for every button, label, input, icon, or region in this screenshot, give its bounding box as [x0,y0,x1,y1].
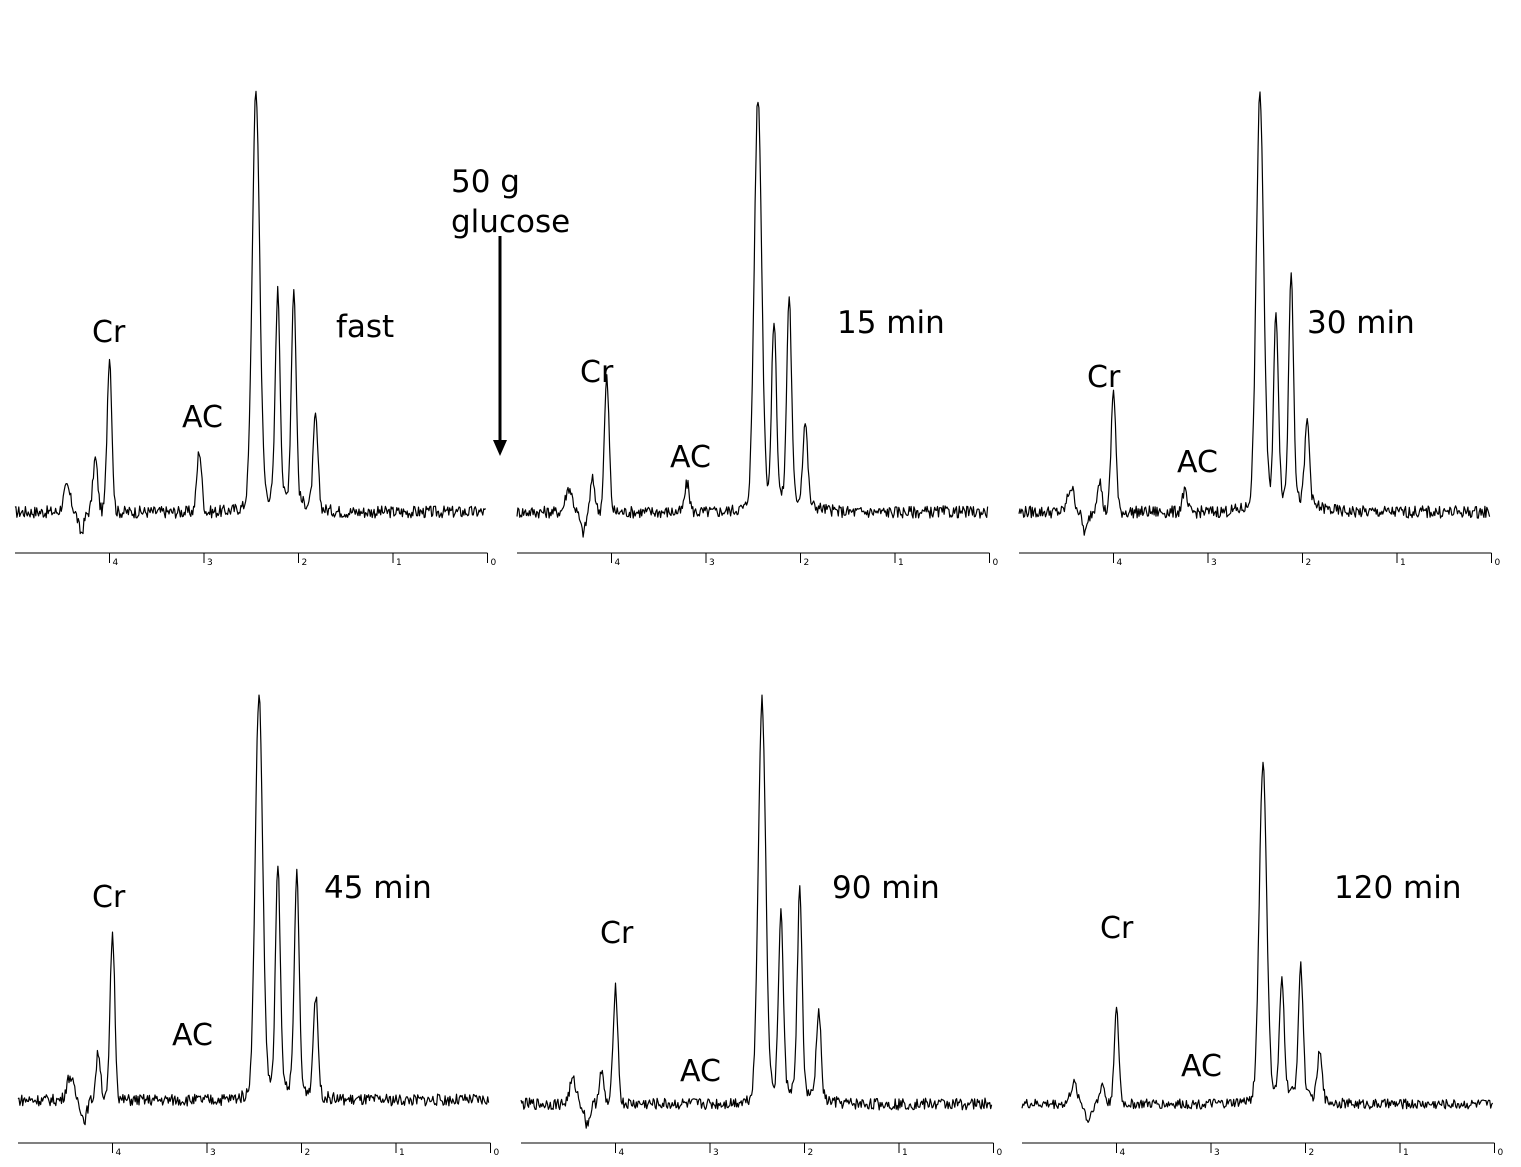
spectrum-trace-group [1021,761,1494,1123]
x-tick-label: 4 [615,558,621,568]
x-tick-label: 4 [619,1148,625,1158]
x-tick-label: 1 [1400,558,1406,568]
cr-label: Cr [1100,911,1134,946]
x-tick-label: 0 [1495,558,1501,568]
cr-label: Cr [1087,360,1121,395]
x-tick-label: 2 [804,558,810,568]
x-axis: 4 3 2 1 0 [517,552,999,568]
x-tick-label: 1 [902,1148,908,1158]
ac-label: AC [1181,1049,1222,1084]
x-tick-label: 4 [116,1148,122,1158]
cr-label: Cr [580,355,614,390]
time-label: 120 min [1334,870,1461,906]
x-tick-label: 3 [709,558,715,568]
x-tick-label: 0 [491,558,497,568]
time-label: 45 min [324,870,432,906]
ac-label: AC [670,440,711,475]
spectrum-line [520,694,993,1129]
x-tick-label: 4 [1117,558,1123,568]
x-tick-label: 3 [210,1148,216,1158]
x-tick-label: 0 [1498,1148,1504,1158]
x-tick-label: 2 [302,558,308,568]
spectrum-trace-group [516,101,989,538]
x-axis: 4 3 2 1 0 [18,1142,500,1158]
time-label: 15 min [837,305,945,341]
panel-120-min: 4 3 2 1 0 Cr AC 120 min [1021,761,1504,1158]
spectrum-trace-group [1018,91,1491,536]
x-tick-label: 2 [305,1148,311,1158]
time-label: 90 min [832,870,940,906]
x-tick-label: 3 [207,558,213,568]
x-tick-label: 4 [113,558,119,568]
ac-label: AC [182,400,223,435]
cr-label: Cr [92,880,126,915]
spectrum-line [516,101,989,538]
panel-30-min: 4 3 2 1 0 Cr AC 30 min [1018,91,1501,568]
time-label: fast [336,309,394,345]
spectrum-trace-group [520,694,993,1129]
x-axis: 4 3 2 1 0 [1019,552,1501,568]
panel-90-min: 4 3 2 1 0 Cr AC 90 min [520,694,1003,1158]
spectrum-line [1021,761,1494,1123]
panel-fast: 4 3 2 1 0 Cr AC fast [14,90,497,568]
x-tick-label: 2 [808,1148,814,1158]
x-tick-label: 3 [713,1148,719,1158]
x-axis: 4 3 2 1 0 [15,552,497,568]
panel-15-min: 4 3 2 1 0 Cr AC 15 min [516,101,999,568]
x-axis: 4 3 2 1 0 [1022,1142,1504,1158]
ac-label: AC [1177,445,1218,480]
x-tick-label: 1 [898,558,904,568]
x-tick-label: 2 [1309,1148,1315,1158]
panel-45-min: 4 3 2 1 0 Cr AC 45 min [17,694,500,1158]
x-tick-label: 4 [1120,1148,1126,1158]
ac-label: AC [172,1018,213,1053]
x-tick-label: 0 [494,1148,500,1158]
spectrum-line [1018,91,1491,536]
cr-label: Cr [92,315,126,350]
spectrum-trace-group [17,694,490,1126]
spectrum-line [17,694,490,1126]
spectrum-line [14,90,487,535]
x-tick-label: 3 [1211,558,1217,568]
annotation-line-2: glucose [451,204,570,240]
cr-label: Cr [600,916,634,951]
time-label: 30 min [1307,305,1415,341]
x-tick-label: 3 [1214,1148,1220,1158]
x-tick-label: 0 [997,1148,1003,1158]
down-arrow-icon [493,440,507,456]
spectrum-trace-group [14,90,487,535]
x-axis: 4 3 2 1 0 [521,1142,1003,1158]
x-tick-label: 0 [993,558,999,568]
ac-label: AC [680,1054,721,1089]
x-tick-label: 1 [1403,1148,1409,1158]
x-tick-label: 1 [396,558,402,568]
x-tick-label: 2 [1306,558,1312,568]
annotation-line-1: 50 g [451,164,520,200]
glucose-annotation: 50 g glucose [451,164,570,456]
x-tick-label: 1 [399,1148,405,1158]
